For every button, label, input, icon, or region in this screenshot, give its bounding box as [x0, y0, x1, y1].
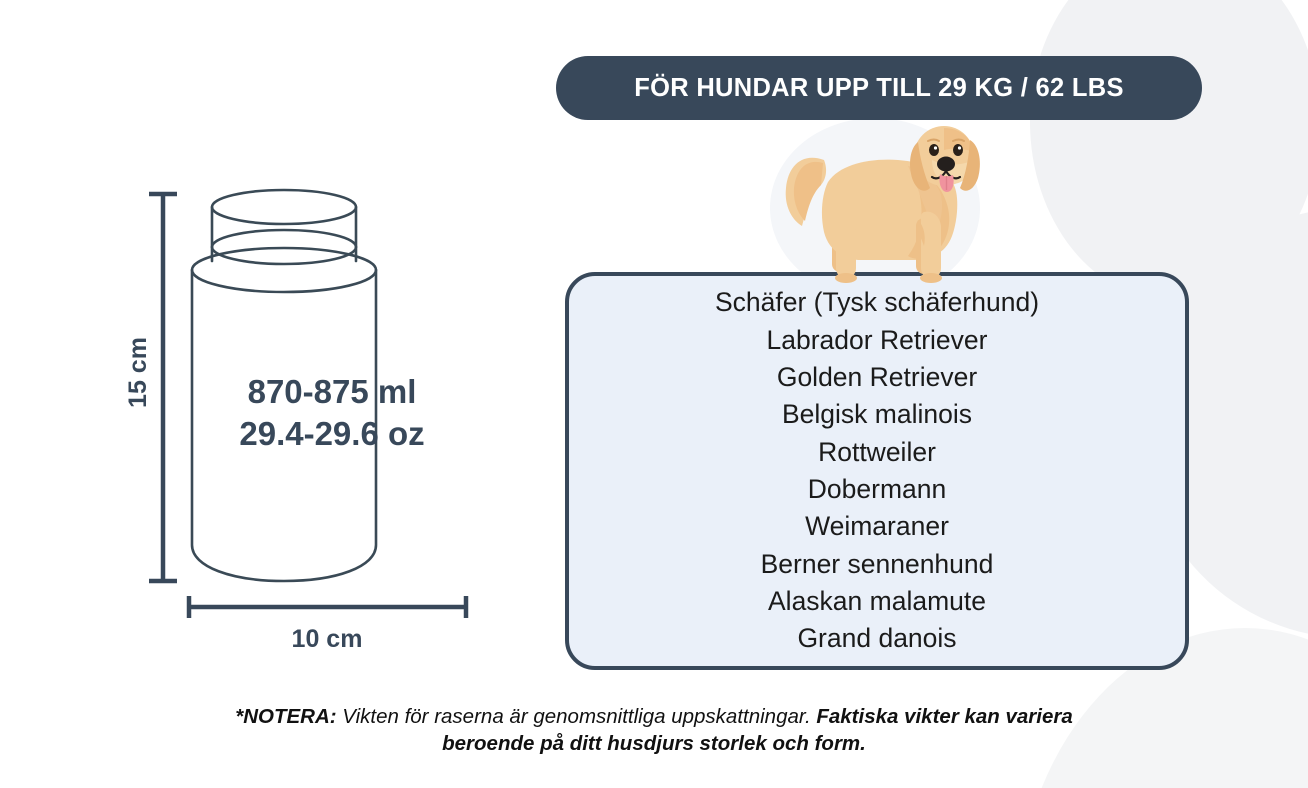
breed-item: Berner sennenhund: [760, 548, 994, 579]
jar-height-label: 15 cm: [123, 337, 152, 408]
jar-volume-label: 870-875 ml 29.4-29.6 oz: [197, 371, 467, 455]
footnote-bold-line1: Faktiska vikter kan variera: [816, 705, 1073, 728]
width-dimension-line: [186, 596, 469, 618]
height-dimension-line: [149, 191, 177, 584]
jar-width-label: 10 cm: [291, 625, 363, 653]
weight-range-banner: FÖR HUNDAR UPP TILL 29 KG / 62 LBS: [556, 56, 1202, 120]
weight-range-banner-text: FÖR HUNDAR UPP TILL 29 KG / 62 LBS: [634, 73, 1124, 102]
breed-item: Rottweiler: [818, 436, 936, 467]
breed-item: Dobermann: [807, 474, 947, 504]
jar-volume-ml: 870-875 ml: [247, 373, 417, 410]
footnote-normal-text: Vikten för raserna är genomsnittliga upp…: [336, 705, 817, 728]
breed-item: Grand danois: [797, 623, 957, 654]
footnote-disclaimer: *NOTERA: Vikten för raserna är genomsnit…: [60, 703, 1248, 758]
breed-item: Golden Retriever: [776, 361, 978, 392]
golden-retriever-dog-illustration: [766, 108, 996, 288]
breed-item: Alaskan malamute: [768, 586, 986, 617]
breed-item: Schäfer (Tysk schäferhund): [714, 287, 1040, 318]
breed-list-panel: Schäfer (Tysk schäferhund) Labrador Retr…: [565, 272, 1189, 670]
breed-item: Labrador Retriever: [766, 324, 988, 355]
jar-diagram: [100, 175, 520, 675]
jar-volume-oz: 29.4-29.6 oz: [239, 415, 425, 453]
background-blob-top-right: [1030, 0, 1308, 302]
footnote-lead: *NOTERA:: [235, 705, 337, 728]
breed-item: Belgisk malinois: [782, 399, 972, 430]
breed-item: Weimaraner: [805, 511, 949, 542]
footnote-bold-line2: beroende på ditt husdjurs storlek och fo…: [442, 732, 866, 756]
